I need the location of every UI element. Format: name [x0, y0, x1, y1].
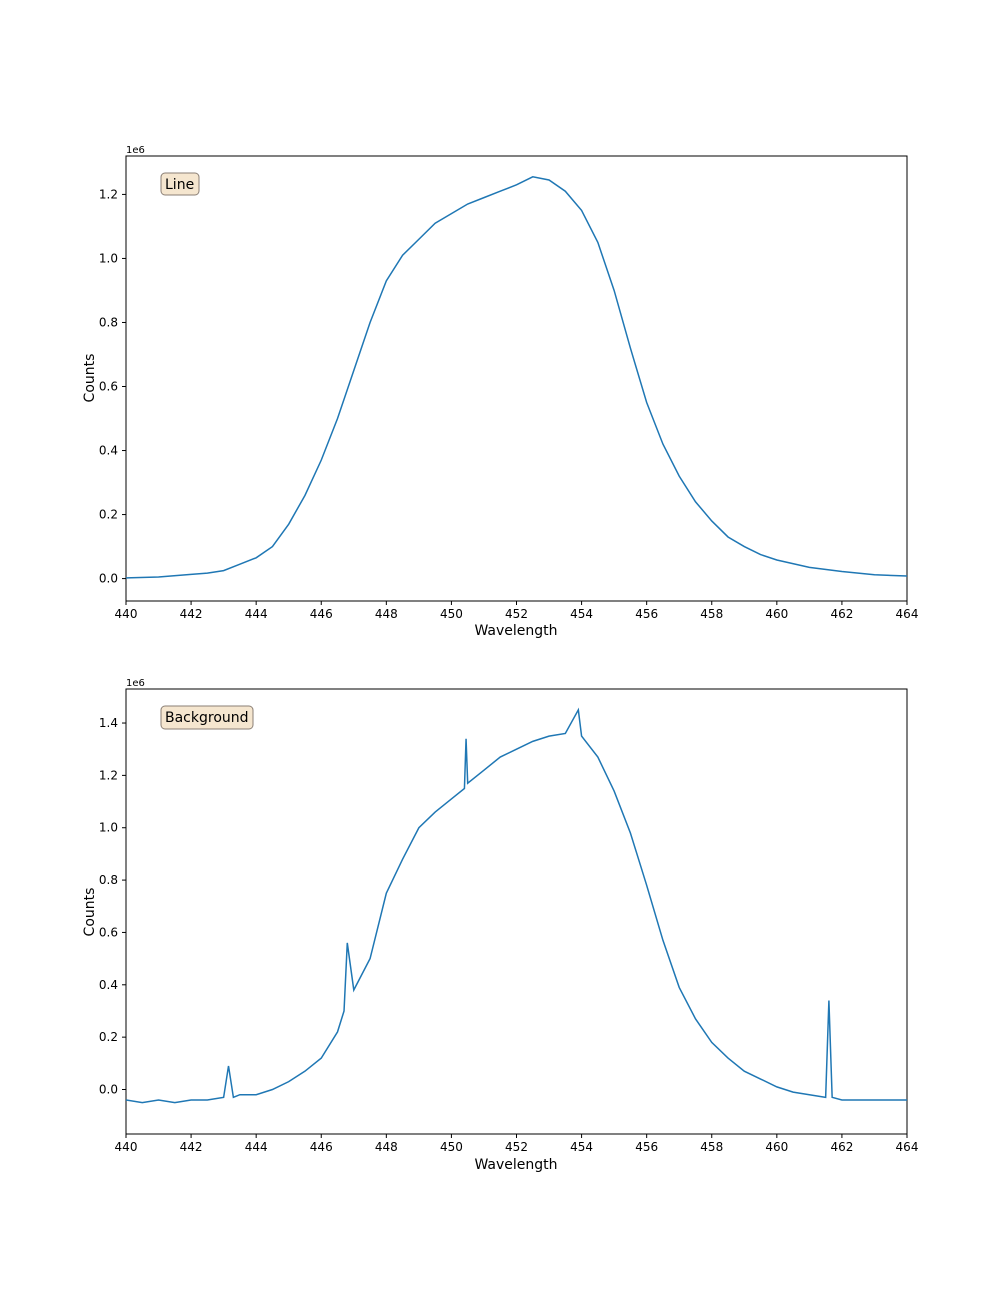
y-tick-label: 0.4 — [99, 444, 118, 458]
y-tick-label: 0.6 — [99, 380, 118, 394]
x-tick-group: 440 442 444 446 448 450 452 454 456 458 460 462 464 — [115, 1134, 919, 1154]
x-tick-label: 450 — [440, 1140, 463, 1154]
y-tick-label: 0.8 — [99, 873, 118, 887]
x-axis-label: Wavelength — [474, 1157, 557, 1173]
line-series — [125, 176, 908, 579]
x-tick-label: 454 — [570, 607, 593, 621]
y-offset-label: 1e6 — [126, 145, 145, 156]
x-tick-label: 440 — [115, 1140, 138, 1154]
x-tick-label: 460 — [765, 1140, 788, 1154]
x-tick-label: 458 — [700, 607, 723, 621]
y-tick-label: 1.0 — [99, 821, 118, 835]
x-tick-label: 448 — [375, 607, 398, 621]
line-spectrum-panel: 0.0 0.2 0.4 0.6 0.8 1.0 1.2 440 442 444 446 448 450… — [82, 145, 918, 639]
x-tick-label: 464 — [896, 1140, 919, 1154]
y-tick-label: 0.0 — [99, 572, 118, 586]
x-axis-label: Wavelength — [474, 623, 557, 639]
plot-area-frame — [125, 688, 908, 1135]
x-tick-label: 458 — [700, 1140, 723, 1154]
x-tick-label: 440 — [115, 607, 138, 621]
y-tick-group: 0.0 0.2 0.4 0.6 0.8 1.0 1.2 — [99, 187, 126, 586]
x-tick-label: 442 — [180, 607, 203, 621]
y-axis-label: Counts — [82, 888, 98, 937]
x-tick-label: 456 — [635, 607, 658, 621]
y-tick-label: 1.2 — [99, 768, 118, 782]
x-tick-group: 440 442 444 446 448 450 452 454 456 458 460 462 464 — [115, 601, 919, 621]
plot-area-frame — [125, 155, 908, 602]
x-tick-label: 462 — [830, 607, 853, 621]
x-tick-label: 448 — [375, 1140, 398, 1154]
y-tick-label: 0.8 — [99, 315, 118, 329]
x-tick-label: 444 — [245, 1140, 268, 1154]
y-tick-label: 0.2 — [99, 1030, 118, 1044]
y-tick-label: 0.0 — [99, 1083, 118, 1097]
y-tick-label: 0.6 — [99, 925, 118, 939]
y-axis-label: Counts — [82, 354, 98, 403]
x-tick-label: 452 — [505, 607, 528, 621]
x-tick-label: 442 — [180, 1140, 203, 1154]
panel-label-box — [160, 705, 254, 730]
x-tick-label: 450 — [440, 607, 463, 621]
panel-label: Line — [165, 177, 194, 193]
background-spectrum-panel: 0.0 0.2 0.4 0.6 0.8 1.0 1.2 1.4 440 442 444 446 448… — [82, 678, 918, 1173]
x-tick-label: 446 — [310, 607, 333, 621]
y-tick-label: 1.4 — [99, 716, 118, 730]
y-tick-label: 1.2 — [99, 187, 118, 201]
x-tick-label: 452 — [505, 1140, 528, 1154]
x-tick-label: 460 — [765, 607, 788, 621]
y-offset-label: 1e6 — [126, 678, 145, 689]
y-tick-label: 1.0 — [99, 251, 118, 265]
x-tick-label: 446 — [310, 1140, 333, 1154]
x-tick-label: 444 — [245, 607, 268, 621]
x-tick-label: 462 — [830, 1140, 853, 1154]
background-series — [125, 707, 907, 1104]
panel-label-box — [160, 172, 200, 196]
x-tick-label: 464 — [896, 607, 919, 621]
x-tick-label: 456 — [635, 1140, 658, 1154]
panel-label: Background — [165, 710, 249, 726]
x-tick-label: 454 — [570, 1140, 593, 1154]
y-tick-group: 0.0 0.2 0.4 0.6 0.8 1.0 1.2 1.4 — [99, 716, 126, 1097]
y-tick-label: 0.4 — [99, 978, 118, 992]
y-tick-label: 0.2 — [99, 508, 118, 522]
